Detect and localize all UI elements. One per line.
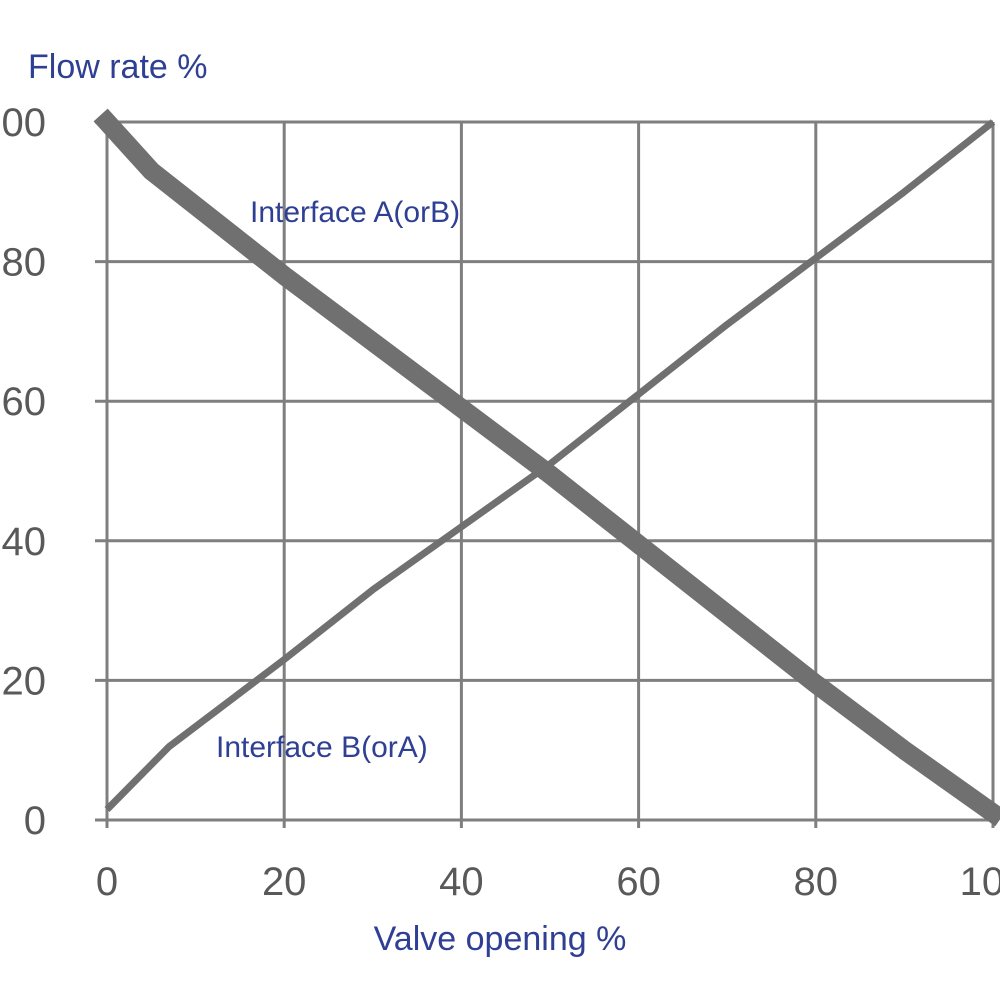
x-tick-label: 0	[96, 860, 118, 904]
grid	[95, 120, 995, 828]
y-tick-label: 40	[2, 520, 47, 564]
series-line-interface-a	[93, 108, 1000, 827]
x-axis-title: Valve opening %	[374, 920, 627, 958]
y-tick-label: 60	[2, 380, 47, 424]
y-tick-label: 100	[0, 101, 46, 145]
series-line-interface-b	[104, 119, 996, 812]
series-lines	[93, 108, 1000, 827]
x-tick-label: 60	[616, 860, 661, 904]
series-label-interface-a: Interface A(orB)	[250, 196, 460, 229]
x-tick-label: 20	[262, 860, 307, 904]
tick-labels: 0 20 40 60 80 100 0 20 40 60 80 100	[0, 101, 1000, 904]
y-tick-label: 80	[2, 241, 47, 285]
series-label-interface-b: Interface B(orA)	[216, 731, 428, 764]
x-tick-label: 80	[794, 860, 839, 904]
y-tick-label: 0	[24, 799, 46, 843]
x-tick-label: 40	[439, 860, 484, 904]
y-tick-label: 20	[2, 659, 47, 703]
x-tick-label: 100	[960, 860, 1000, 904]
y-axis-title: Flow rate %	[28, 48, 208, 86]
